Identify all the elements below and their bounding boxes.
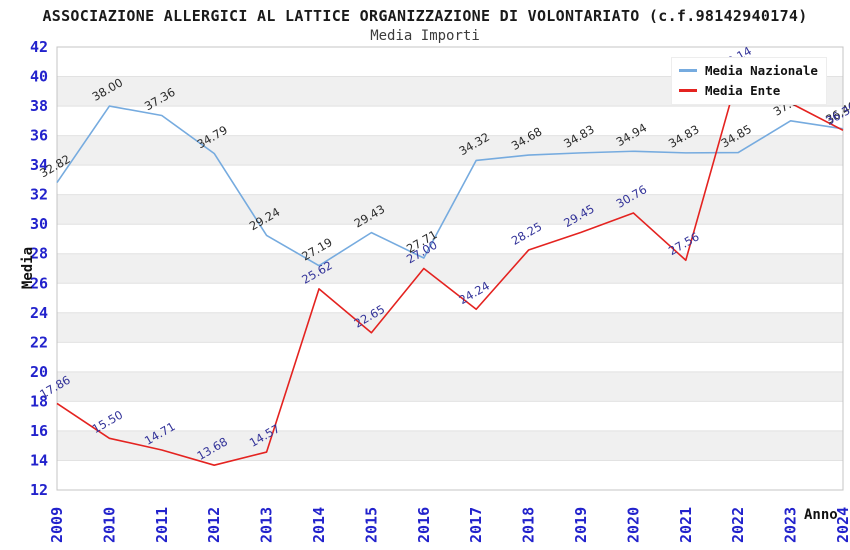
svg-text:2012: 2012 xyxy=(205,507,223,543)
svg-text:2022: 2022 xyxy=(729,507,747,543)
svg-text:2017: 2017 xyxy=(467,507,485,543)
x-axis-title: Anno xyxy=(804,507,838,523)
svg-text:20: 20 xyxy=(30,363,48,381)
svg-text:2013: 2013 xyxy=(258,507,276,543)
svg-text:18: 18 xyxy=(30,392,48,410)
chart-title: ASSOCIAZIONE ALLERGICI AL LATTICE ORGANI… xyxy=(42,7,808,25)
svg-text:38: 38 xyxy=(30,97,48,115)
svg-text:2024: 2024 xyxy=(834,507,850,543)
legend-label-media-nazionale: Media Nazionale xyxy=(705,63,818,78)
svg-text:2015: 2015 xyxy=(362,507,380,543)
svg-text:40: 40 xyxy=(30,68,48,86)
svg-text:12: 12 xyxy=(30,481,48,499)
svg-text:2016: 2016 xyxy=(415,507,433,543)
chart-subtitle: Media Importi xyxy=(370,28,480,44)
svg-text:2019: 2019 xyxy=(572,507,590,543)
svg-text:2018: 2018 xyxy=(520,507,538,543)
svg-text:36: 36 xyxy=(30,127,48,145)
svg-text:26: 26 xyxy=(30,274,48,292)
svg-text:2023: 2023 xyxy=(782,507,800,543)
svg-text:32: 32 xyxy=(30,186,48,204)
svg-text:28: 28 xyxy=(30,245,48,263)
legend-label-media-ente: Media Ente xyxy=(705,83,781,98)
legend: Media Nazionale Media Ente xyxy=(671,57,827,105)
ente-line-icon xyxy=(679,89,697,92)
svg-text:2011: 2011 xyxy=(153,507,171,543)
svg-text:2014: 2014 xyxy=(310,507,328,543)
svg-text:16: 16 xyxy=(30,422,48,440)
svg-text:14: 14 xyxy=(30,451,48,469)
svg-text:2021: 2021 xyxy=(677,507,695,543)
svg-text:42: 42 xyxy=(30,38,48,56)
svg-text:34: 34 xyxy=(30,156,48,174)
y-axis-title: Media xyxy=(20,246,36,290)
nazionale-line-icon xyxy=(679,69,697,72)
legend-item-media-ente: Media Ente xyxy=(679,83,818,98)
svg-text:30: 30 xyxy=(30,215,48,233)
legend-item-media-nazionale: Media Nazionale xyxy=(679,63,818,78)
svg-text:2010: 2010 xyxy=(100,507,118,543)
svg-text:2020: 2020 xyxy=(624,507,642,543)
svg-text:2009: 2009 xyxy=(48,507,66,543)
svg-text:24: 24 xyxy=(30,304,48,322)
svg-text:22: 22 xyxy=(30,333,48,351)
